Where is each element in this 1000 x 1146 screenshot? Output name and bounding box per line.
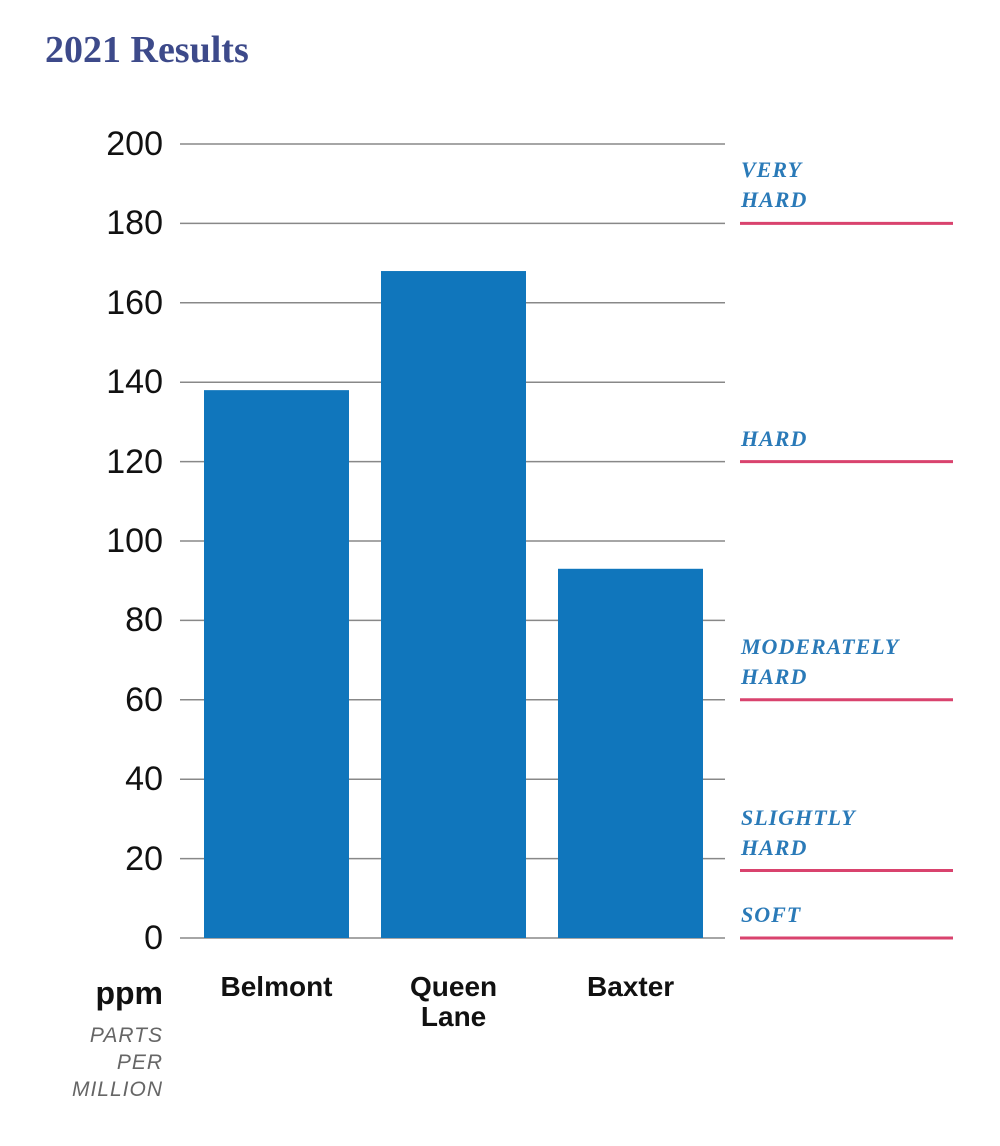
reference-label: MODERATELY HARD [741, 633, 899, 689]
reference-label: VERY HARD [741, 157, 808, 213]
y-tick-label: 40 [125, 760, 163, 799]
chart-title: 2021 Results [45, 29, 249, 71]
bar [558, 568, 703, 938]
x-tick-label: Belmont [220, 971, 333, 1002]
bar [381, 271, 526, 938]
reference-label: SLIGHTLY HARD [741, 804, 855, 860]
bar [204, 390, 349, 938]
y-tick-label: 0 [144, 919, 163, 957]
y-tick-label: 160 [106, 283, 163, 322]
x-tick-label: Queen Lane [410, 971, 498, 1032]
y-tick-label: 20 [125, 839, 163, 878]
y-tick-label: 60 [125, 680, 163, 719]
y-tick-label: 80 [125, 601, 163, 640]
y-tick-label: 120 [106, 442, 163, 481]
x-tick-label: Baxter [587, 971, 675, 1002]
y-tick-label: 200 [106, 125, 163, 163]
y-tick-label: 100 [106, 522, 163, 560]
y-unit-note: PARTS PER MILLION [71, 1024, 164, 1101]
y-unit: ppm [95, 975, 163, 1011]
y-tick-label: 180 [106, 204, 163, 243]
y-tick-label: 140 [106, 363, 163, 402]
reference-label: SOFT [741, 902, 802, 927]
reference-label: HARD [741, 425, 808, 451]
